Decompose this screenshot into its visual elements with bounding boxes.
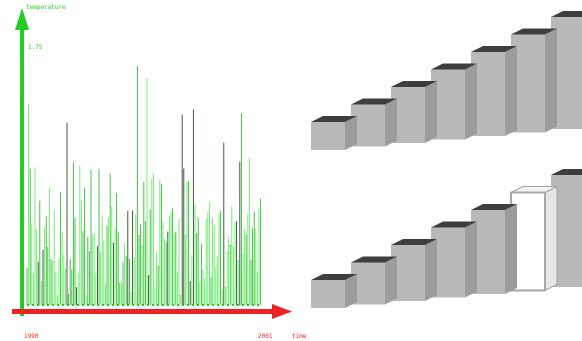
y-axis-label: temperature [26, 4, 66, 11]
bar-3d[interactable] [311, 116, 357, 150]
bar-3d[interactable] [511, 28, 557, 133]
bar-3d[interactable] [391, 81, 437, 143]
bar-row-bottom [311, 169, 582, 308]
bar-3d[interactable] [431, 221, 477, 298]
bar-3d[interactable] [510, 185, 558, 292]
bar-3d[interactable] [471, 46, 517, 136]
x-axis-arrowhead [272, 304, 292, 319]
y-axis-arrowhead [15, 8, 29, 30]
spike-plot [26, 66, 262, 306]
bar-3d[interactable] [391, 239, 437, 301]
bar-3d[interactable] [351, 98, 397, 147]
bar-3d[interactable] [431, 63, 477, 140]
bar-3d[interactable] [351, 256, 397, 305]
x-axis-label: time [292, 333, 307, 340]
x-start-label: 1990 [24, 333, 39, 340]
y-axis [15, 8, 29, 316]
x-axis [12, 304, 292, 319]
x-end-label: 2001 [258, 333, 273, 340]
bar-3d[interactable] [311, 274, 357, 308]
bar-3d[interactable] [471, 204, 517, 294]
y-tick-label: 1.75 [28, 44, 43, 51]
bar-row-top [311, 11, 582, 150]
